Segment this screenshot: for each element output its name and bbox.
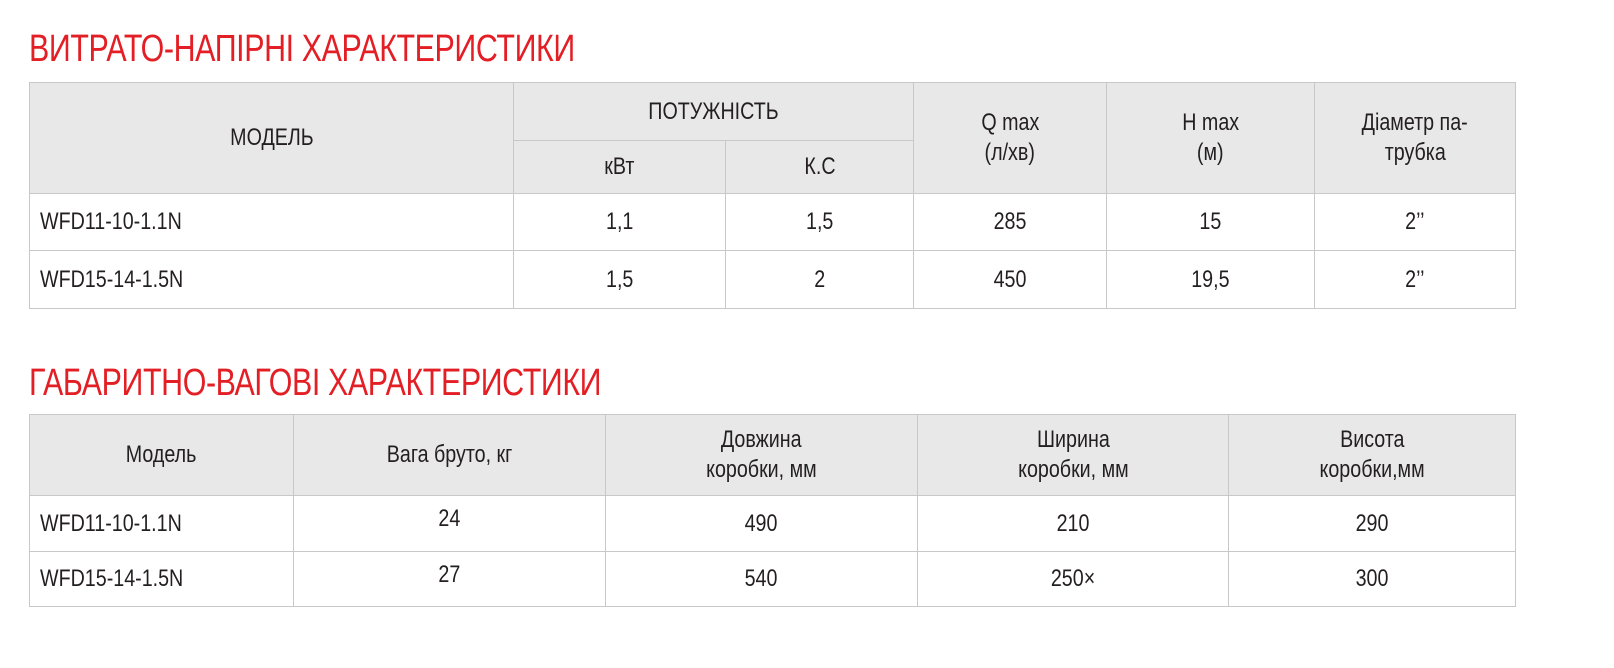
cell-model: WFD11-10-1.1N — [40, 208, 182, 235]
cell-length: 490 — [745, 509, 778, 537]
header-hp: К.С — [725, 140, 914, 194]
section-title-flow-pressure: ВИТРАТО-НАПІРНІ ХАРАКТЕРИСТИКИ — [29, 28, 575, 70]
cell-qmax: 450 — [993, 265, 1027, 293]
dimensions-weight-table: Модель Вага бруто, кг Довжина коробки, мм… — [29, 414, 1516, 607]
cell-width: 250× — [1050, 565, 1096, 592]
header-model: Модель — [29, 414, 294, 496]
header-hmax: H max (м) — [1106, 82, 1315, 194]
cell-model: WFD15-14-1.5N — [40, 265, 184, 293]
cell-hmax: 15 — [1199, 208, 1222, 235]
section-title-dimensions-weight: ГАБАРИТНО-ВАГОВІ ХАРАКТЕРИСТИКИ — [29, 362, 602, 404]
flow-pressure-table: МОДЕЛЬ ПОТУЖНІСТЬ Q max (л/хв) H max (м) Д… — [29, 82, 1516, 309]
header-width: Ширина коробки, мм — [917, 414, 1229, 496]
header-qmax: Q max (л/хв) — [913, 82, 1107, 194]
header-length: Довжина коробки, мм — [605, 414, 918, 496]
cell-width: 210 — [1056, 509, 1090, 537]
cell-weight: 27 — [438, 561, 461, 588]
cell-hmax: 19,5 — [1191, 265, 1230, 293]
header-height: Висота коробки,мм — [1228, 414, 1516, 496]
cell-hp: 2 — [814, 265, 825, 293]
cell-kw: 1,5 — [605, 265, 634, 293]
cell-diameter: 2’’ — [1405, 265, 1425, 293]
table-row: WFD11-10-1.1N 1,1 1,5 285 15 2’’ — [29, 193, 1516, 251]
cell-diameter: 2’’ — [1405, 208, 1425, 235]
cell-qmax: 285 — [993, 208, 1027, 235]
header-power: ПОТУЖНІСТЬ — [513, 82, 914, 141]
table-row: WFD15-14-1.5N 1,5 2 450 19,5 2’’ — [29, 250, 1516, 309]
header-weight: Вага бруто, кг — [293, 414, 606, 496]
cell-hp: 1,5 — [805, 208, 834, 235]
table-row: WFD15-14-1.5N 27 540 250× 300 — [29, 551, 1516, 607]
header-kw: кВт — [513, 140, 726, 194]
cell-height: 290 — [1355, 509, 1389, 537]
cell-kw: 1,1 — [605, 208, 634, 235]
cell-length: 540 — [745, 565, 778, 592]
header-model: МОДЕЛЬ — [29, 82, 514, 194]
cell-model: WFD11-10-1.1N — [40, 509, 182, 537]
table-row: WFD11-10-1.1N 24 490 210 290 — [29, 495, 1516, 552]
cell-weight: 24 — [438, 505, 461, 532]
cell-height: 300 — [1355, 565, 1389, 592]
cell-model: WFD15-14-1.5N — [40, 565, 184, 592]
header-diameter: Діаметр па-трубка — [1314, 82, 1516, 194]
